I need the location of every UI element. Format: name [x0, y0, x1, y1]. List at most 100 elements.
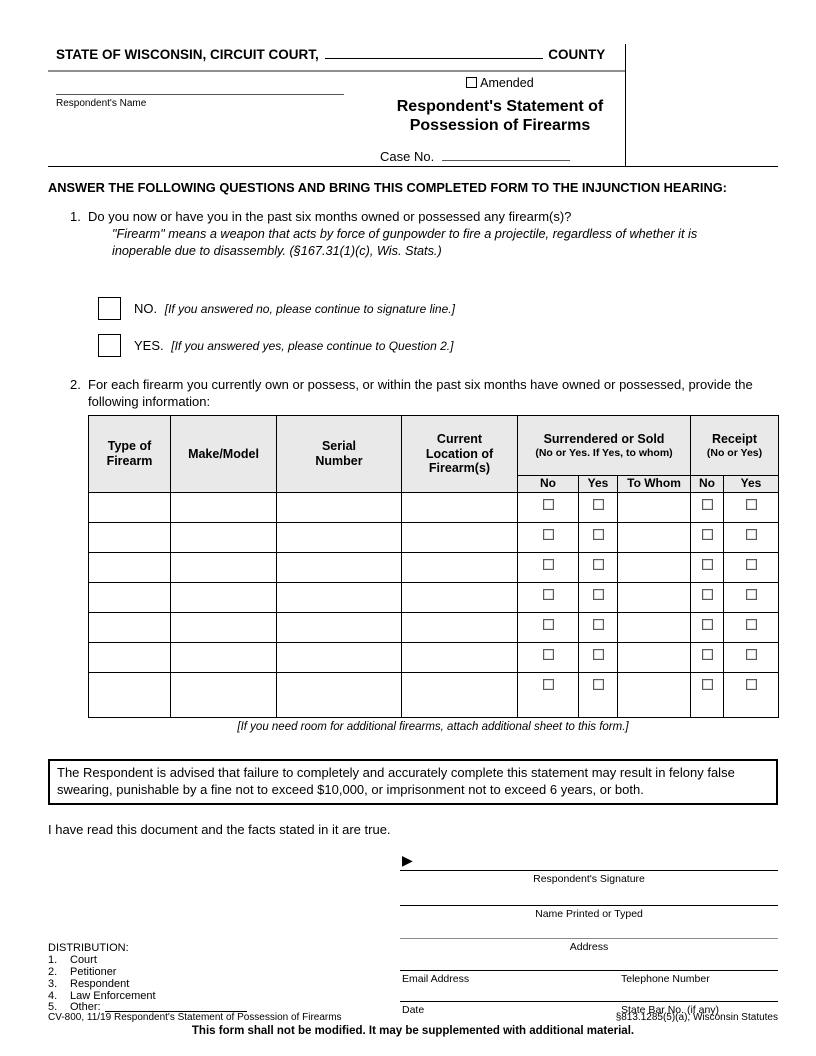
current-location-cell[interactable] [401, 551, 518, 583]
receipt-no-checkbox[interactable] [701, 678, 713, 690]
yes-option-row: YES. [If you answered yes, please contin… [134, 338, 453, 353]
no-checkbox[interactable] [98, 297, 121, 320]
type-of-firearm-cell[interactable] [88, 521, 171, 553]
surrendered-no-checkbox[interactable] [542, 558, 554, 570]
type-of-firearm-cell[interactable] [88, 641, 171, 673]
surrendered-yes-checkbox[interactable] [592, 588, 604, 600]
current-location-cell[interactable] [401, 611, 518, 643]
firearms-table-header: Type of Firearm Make/Model Serial Number… [88, 414, 780, 493]
email-phone-field[interactable] [400, 969, 778, 971]
make-model-cell[interactable] [170, 581, 277, 613]
surrendered-no-checkbox[interactable] [542, 498, 554, 510]
respondent-name-field[interactable] [56, 82, 344, 95]
surrendered-yes-checkbox[interactable] [592, 678, 604, 690]
receipt-yes-cell [723, 581, 780, 613]
no-option-label: NO. [134, 301, 158, 316]
to-whom-cell[interactable] [616, 491, 692, 523]
make-model-cell[interactable] [170, 611, 277, 643]
current-location-cell[interactable] [401, 581, 518, 613]
receipt-yes-checkbox[interactable] [745, 558, 757, 570]
distribution-other-field[interactable] [104, 1002, 247, 1013]
address-field[interactable] [400, 937, 778, 939]
surrendered-yes-checkbox[interactable] [592, 618, 604, 630]
receipt-no-checkbox[interactable] [701, 648, 713, 660]
form-header: STATE OF WISCONSIN, CIRCUIT COURT, COUNT… [48, 44, 778, 167]
receipt-yes-checkbox[interactable] [745, 648, 757, 660]
receipt-yes-checkbox[interactable] [745, 588, 757, 600]
serial-number-cell[interactable] [276, 551, 402, 583]
receipt-yes-checkbox[interactable] [745, 618, 757, 630]
to-whom-cell[interactable] [616, 611, 692, 643]
receipt-yes-checkbox[interactable] [745, 498, 757, 510]
surrendered-yes-checkbox[interactable] [592, 558, 604, 570]
surrendered-yes-checkbox[interactable] [592, 498, 604, 510]
respondent-signature-field[interactable] [400, 869, 778, 871]
receipt-no-checkbox[interactable] [701, 588, 713, 600]
distribution-item-label: Law Enforcement [70, 989, 156, 1002]
to-whom-cell[interactable] [616, 551, 692, 583]
receipt-no-checkbox[interactable] [701, 618, 713, 630]
surrendered-no-checkbox[interactable] [542, 678, 554, 690]
current-location-cell[interactable] [401, 641, 518, 673]
current-location-cell[interactable] [401, 521, 518, 553]
col-header-serial: Serial Number [276, 414, 402, 493]
receipt-yes-checkbox[interactable] [745, 528, 757, 540]
distribution-item-label: Respondent [70, 977, 130, 990]
header-rule [48, 70, 625, 72]
serial-number-cell[interactable] [276, 581, 402, 613]
current-location-cell[interactable] [401, 491, 518, 523]
receipt-yes-cell [723, 521, 780, 553]
make-model-cell[interactable] [170, 551, 277, 583]
no-option-row: NO. [If you answered no, please continue… [134, 301, 455, 316]
surrendered-no-checkbox[interactable] [542, 588, 554, 600]
receipt-group-title: Receipt [711, 432, 758, 447]
surrendered-no-checkbox[interactable] [542, 648, 554, 660]
yes-checkbox[interactable] [98, 334, 121, 357]
surrendered-no-checkbox[interactable] [542, 528, 554, 540]
make-model-cell[interactable] [170, 641, 277, 673]
distribution-item-number: 5. [48, 1001, 58, 1014]
distribution-item-label: Other: [70, 1001, 101, 1014]
receipt-yes-checkbox[interactable] [745, 678, 757, 690]
surrendered-no-checkbox[interactable] [542, 618, 554, 630]
county-blank-field[interactable] [324, 46, 543, 59]
surrendered-no-cell [517, 551, 579, 583]
surrendered-yes-checkbox[interactable] [592, 648, 604, 660]
serial-number-cell[interactable] [276, 671, 402, 718]
current-location-cell[interactable] [401, 671, 518, 718]
case-number-label: Case No. [380, 149, 435, 165]
to-whom-cell[interactable] [616, 521, 692, 553]
footer-form-id: CV-800, 11/19 Respondent's Statement of … [48, 1012, 342, 1023]
type-of-firearm-cell[interactable] [88, 551, 171, 583]
case-number-field[interactable] [441, 148, 570, 162]
make-model-cell[interactable] [170, 521, 277, 553]
case-number-row: Case No. [378, 148, 622, 164]
serial-number-cell[interactable] [276, 491, 402, 523]
type-of-firearm-cell[interactable] [88, 671, 171, 718]
receipt-no-checkbox[interactable] [701, 528, 713, 540]
surrendered-yes-checkbox[interactable] [592, 528, 604, 540]
serial-number-cell[interactable] [276, 611, 402, 643]
to-whom-cell[interactable] [616, 671, 692, 718]
name-printed-field[interactable] [400, 904, 778, 906]
bottom-section: ▶ Respondent's Signature Name Printed or… [48, 843, 778, 1039]
make-model-cell[interactable] [170, 671, 277, 718]
type-of-firearm-cell[interactable] [88, 611, 171, 643]
to-whom-cell[interactable] [616, 581, 692, 613]
receipt-group-subtitle: (No or Yes) [706, 446, 763, 459]
footer-form-number: CV-800, 11/19 [48, 1012, 112, 1023]
make-model-cell[interactable] [170, 491, 277, 523]
serial-number-cell[interactable] [276, 521, 402, 553]
receipt-no-checkbox[interactable] [701, 558, 713, 570]
type-of-firearm-cell[interactable] [88, 491, 171, 523]
type-of-firearm-cell[interactable] [88, 581, 171, 613]
amended-checkbox[interactable] [466, 77, 478, 88]
date-bar-field[interactable] [400, 1000, 778, 1002]
yes-option-note: [If you answered yes, please continue to… [171, 339, 454, 353]
receipt-no-checkbox[interactable] [701, 498, 713, 510]
form-footer: CV-800, 11/19 Respondent's Statement of … [48, 1012, 778, 1037]
to-whom-cell[interactable] [616, 641, 692, 673]
serial-number-cell[interactable] [276, 641, 402, 673]
list-item: 2. Petitioner [48, 966, 247, 979]
